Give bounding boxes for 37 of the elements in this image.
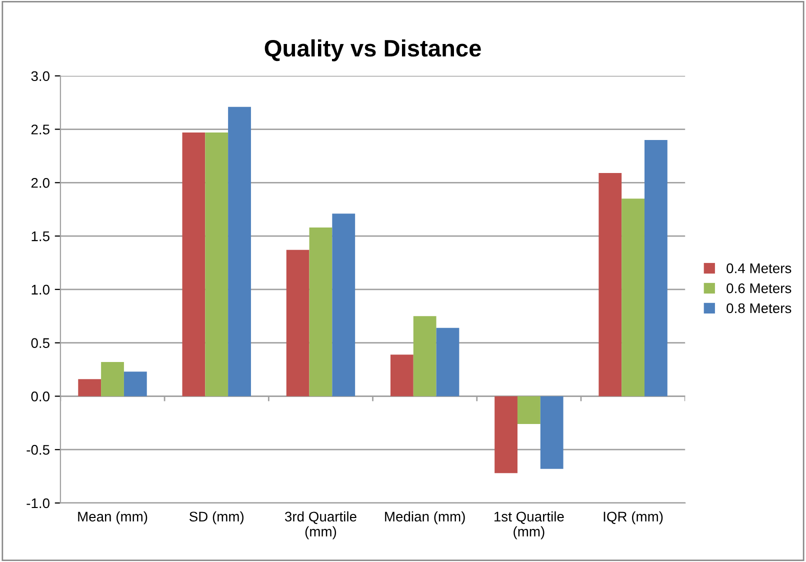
bar xyxy=(205,132,228,396)
bar xyxy=(494,396,518,474)
bar xyxy=(332,214,356,396)
x-tick-label: Median (mm) xyxy=(385,511,465,524)
bar xyxy=(436,328,460,396)
bar xyxy=(540,396,564,469)
bar xyxy=(598,173,622,396)
bar xyxy=(78,379,102,396)
legend-label: 0.8 Meters xyxy=(726,303,792,314)
y-tick-label: 0.0 xyxy=(31,392,50,402)
x-tick-label: IQR (mm) xyxy=(604,511,663,524)
y-tick-label: 3.0 xyxy=(31,71,50,82)
x-tick-label: Mean (mm) xyxy=(78,511,148,524)
bar xyxy=(182,132,206,396)
y-tick-label: 0.5 xyxy=(31,338,50,348)
x-tick-label: 1st Quartile (mm) xyxy=(494,511,564,540)
bar xyxy=(644,140,668,396)
bar xyxy=(390,354,414,396)
y-tick-label: 1.0 xyxy=(32,284,50,295)
y-tick-label: -0.5 xyxy=(26,444,50,455)
bar xyxy=(413,316,436,396)
chart-title: Quality vs Distance xyxy=(264,39,481,62)
bar xyxy=(228,106,251,396)
y-tick-label: -1.0 xyxy=(26,498,50,508)
x-tick-label: 3rd Quartile (mm) xyxy=(284,511,356,540)
legend-label: 0.4 Meters xyxy=(726,263,792,274)
bar xyxy=(286,250,310,396)
y-tick-label: 2.5 xyxy=(31,124,50,134)
bar xyxy=(101,362,124,396)
bar xyxy=(517,396,540,424)
bar xyxy=(622,198,644,396)
bar xyxy=(124,372,147,396)
y-tick-label: 2.0 xyxy=(31,178,50,188)
bar xyxy=(309,228,332,396)
legend-label: 0.6 Meters xyxy=(726,283,792,294)
x-tick-label: SD (mm) xyxy=(189,511,244,524)
y-tick-label: 1.5 xyxy=(32,232,50,242)
